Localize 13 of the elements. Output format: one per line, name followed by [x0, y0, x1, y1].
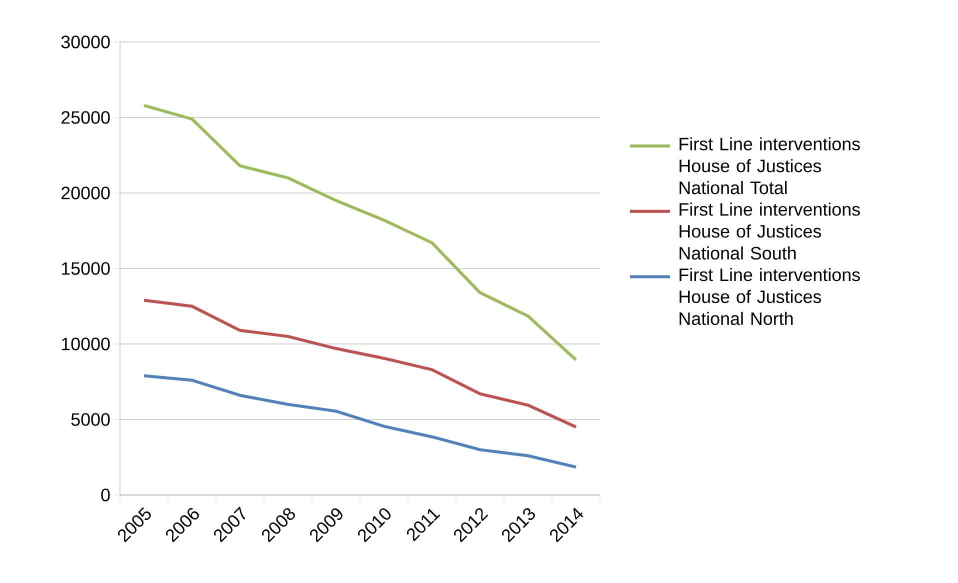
y-tick-label: 10000 [62, 338, 110, 350]
y-tick-label: 30000 [61, 36, 110, 48]
y-tick-label: 20000 [62, 186, 110, 200]
line-series [142, 298, 578, 429]
y-tick-label: 0 [101, 488, 110, 502]
legend-label: First Line interventions House of Justices National South [680, 202, 860, 260]
line-series [142, 374, 578, 469]
y-tick-label: 15000 [62, 262, 110, 275]
legend-label: First Line interventions House of Justices National North [680, 268, 860, 326]
y-tick-label: 25000 [62, 111, 110, 124]
line-series [142, 104, 578, 362]
legend-label: First Line interventions House of Justices National Total [680, 137, 860, 194]
y-tick-label: 5000 [71, 413, 110, 426]
